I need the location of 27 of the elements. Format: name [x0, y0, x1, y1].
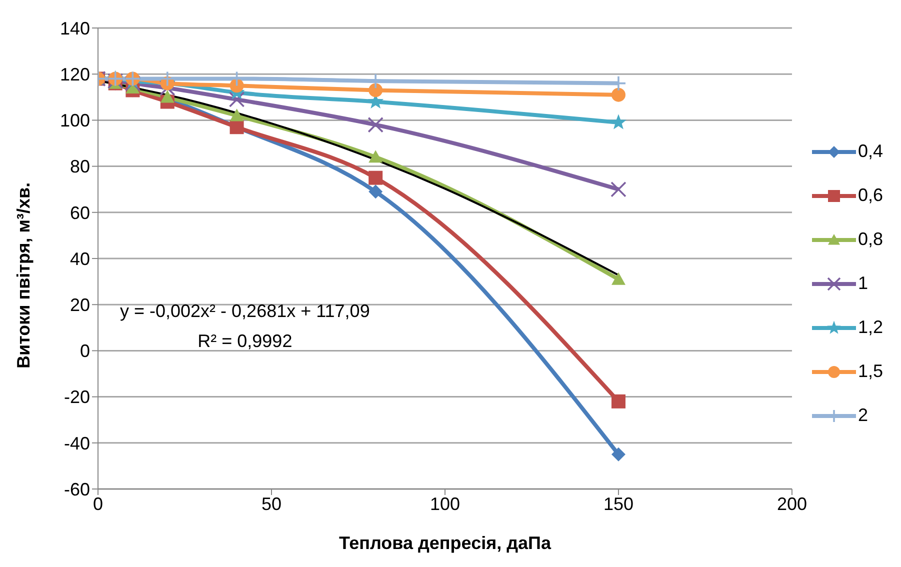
x-axis-title: Теплова депресія, даПа: [338, 533, 552, 553]
y-tick-label: 60: [70, 202, 90, 223]
y-tick-label: -20: [64, 387, 90, 408]
y-tick-label: 100: [60, 110, 90, 131]
legend-label: 1,2: [858, 317, 883, 338]
y-axis-title: Витоки пвітря, м³/хв.: [13, 182, 34, 368]
legend-label: 0,4: [858, 141, 883, 162]
x-tick-label: 200: [776, 494, 807, 514]
y-tick-label: -40: [64, 433, 90, 454]
x-tick-label: 150: [603, 494, 634, 514]
y-tick-label: 20: [70, 294, 90, 315]
legend-label: 0,8: [858, 229, 883, 250]
annotation: y = -0,002x² - 0,2681x + 117,09: [120, 300, 370, 323]
y-tick-label: 140: [60, 18, 90, 38]
legend-label: 2: [858, 405, 868, 426]
annotation: R² = 0,9992: [196, 330, 294, 353]
x-tick-label: 50: [261, 494, 282, 514]
legend-label: 1,5: [858, 361, 883, 382]
y-tick-label: 40: [70, 248, 90, 269]
x-tick-label: 100: [430, 494, 460, 514]
x-tick-label: 0: [92, 494, 104, 514]
y-tick-label: -60: [64, 479, 90, 500]
y-tick-label: 120: [60, 64, 90, 84]
y-tick-label: 80: [70, 156, 90, 177]
y-tick-label: 0: [80, 341, 90, 362]
legend-label: 0,6: [858, 185, 883, 206]
legend-label: 1: [858, 273, 868, 294]
